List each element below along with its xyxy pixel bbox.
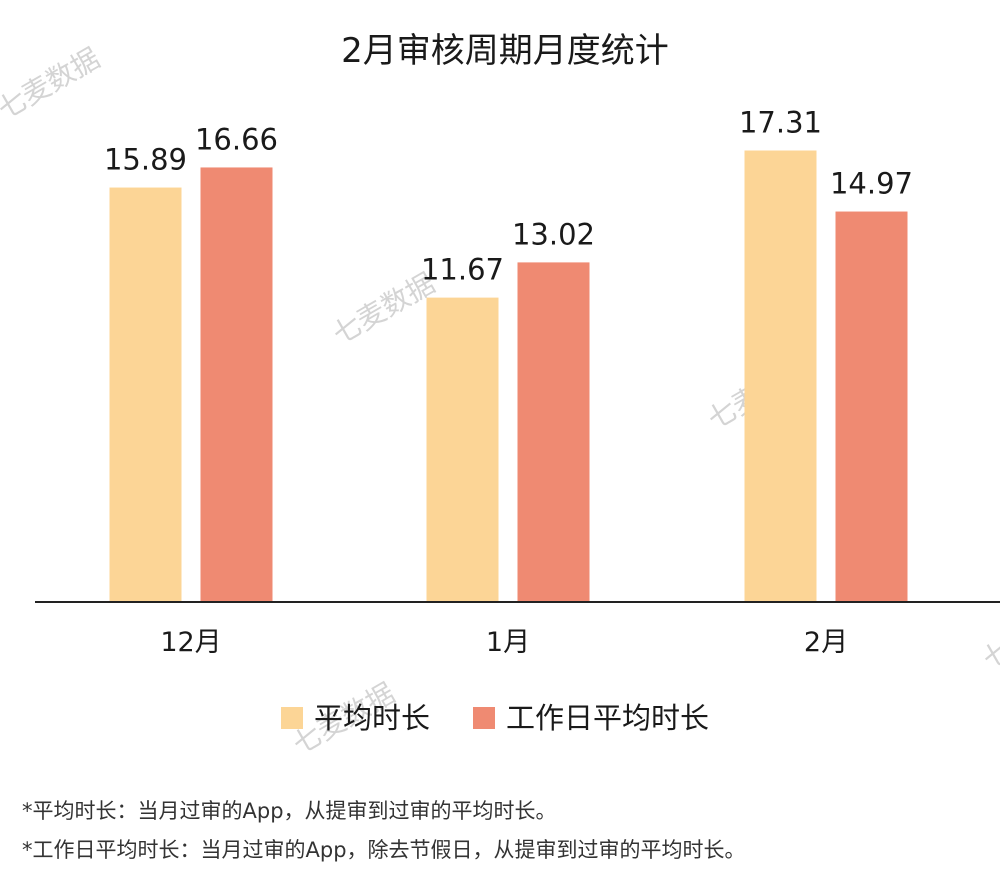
legend-label-0: 平均时长 bbox=[314, 701, 430, 735]
value-label-1-2: 14.97 bbox=[830, 167, 913, 201]
legend-swatch-1 bbox=[473, 707, 495, 729]
bar-0-0 bbox=[109, 187, 182, 602]
bar-1-1 bbox=[517, 262, 590, 602]
value-label-1-1: 13.02 bbox=[512, 217, 595, 251]
legend-label-1: 工作日平均时长 bbox=[506, 701, 709, 735]
category-label-0: 12月 bbox=[160, 627, 221, 658]
bar-1-0 bbox=[200, 167, 273, 602]
watermark-4: 七麦数据 bbox=[977, 591, 1000, 676]
category-label-2: 2月 bbox=[804, 627, 848, 658]
chart-title: 2月审核周期月度统计 bbox=[341, 31, 669, 71]
value-label-0-2: 17.31 bbox=[739, 106, 822, 140]
value-label-0-0: 15.89 bbox=[104, 143, 187, 177]
category-label-1: 1月 bbox=[486, 627, 530, 658]
watermark-0: 七麦数据 bbox=[0, 41, 106, 126]
bar-1-2 bbox=[835, 211, 908, 602]
footnote-workday-average: *工作日平均时长：当月过审的App，除去节假日，从提审到过审的平均时长。 bbox=[22, 838, 746, 862]
bar-0-1 bbox=[426, 297, 499, 602]
legend: 平均时长 工作日平均时长 bbox=[281, 701, 709, 735]
footnote-average: *平均时长：当月过审的App，从提审到过审的平均时长。 bbox=[22, 799, 557, 823]
category-labels: 12月 1月 2月 bbox=[160, 627, 848, 658]
bar-0-2 bbox=[744, 150, 817, 602]
legend-swatch-0 bbox=[281, 707, 303, 729]
value-label-1-0: 16.66 bbox=[195, 122, 278, 156]
value-label-0-1: 11.67 bbox=[421, 253, 504, 287]
